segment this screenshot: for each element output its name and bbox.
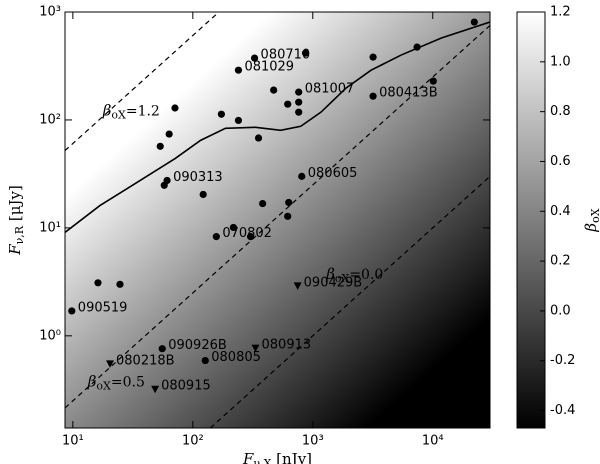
point-marker [295, 108, 303, 116]
point-label: 090429B [304, 275, 363, 290]
point-label: 080218B [116, 353, 175, 368]
point-marker [295, 98, 303, 106]
unit: [nJy] [271, 450, 312, 464]
point-marker [199, 190, 207, 199]
point-label: 080710 [261, 48, 311, 63]
point-marker [217, 110, 225, 118]
point-marker [284, 100, 292, 108]
colorbar-tick-label: 0.8 [550, 104, 571, 119]
point-marker [158, 345, 166, 353]
point-marker [250, 54, 259, 62]
point-marker [68, 307, 76, 315]
symbol: F [242, 450, 254, 464]
colorbar [516, 11, 546, 429]
point-marker [234, 116, 243, 125]
point-marker [285, 198, 293, 207]
point-marker [270, 86, 278, 94]
point-marker [284, 212, 292, 220]
colorbar-tick-label: 0.2 [550, 254, 571, 269]
unit: [μJy] [6, 185, 24, 226]
reference-label: βoX=0.5 [87, 372, 145, 392]
y-tick-label: 10² [39, 112, 61, 127]
symbol: β [325, 265, 335, 283]
model-curve [65, 21, 490, 234]
x-axis-label: Fν,X [nJy] [242, 450, 312, 464]
y-axis-label: Fν,R [μJy] [6, 185, 26, 256]
point-marker [295, 88, 303, 96]
plot-area [65, 12, 490, 428]
colorbar-tick-label: 1.0 [550, 54, 571, 69]
point-label: 080915 [161, 379, 211, 394]
subscript: oX [96, 379, 111, 392]
colorbar-tick-label: 0.4 [550, 204, 571, 219]
point-marker [254, 134, 263, 142]
point-label: 070802 [222, 226, 272, 241]
plot-frame [64, 11, 491, 429]
point-marker [369, 53, 377, 61]
point-marker [413, 43, 421, 51]
subscript: oX [335, 272, 350, 285]
point-marker [160, 181, 168, 189]
colorbar-tick-label: 1.2 [550, 5, 571, 20]
point-marker [246, 233, 255, 241]
x-tick-label: 10¹ [62, 434, 84, 449]
upper-limit-marker [251, 344, 260, 353]
text: =0.0 [349, 267, 383, 283]
colorbar-tick-label: -0.2 [550, 353, 575, 368]
point-marker [301, 49, 310, 57]
symbol: β [87, 372, 97, 390]
symbol: β [582, 223, 600, 233]
subscript: oX [111, 109, 126, 122]
upper-limit-marker [106, 360, 115, 368]
plot-background [65, 12, 490, 428]
y-tick-label: 10¹ [39, 220, 61, 235]
point-label: 090926B [168, 338, 227, 353]
point-label: 081007 [305, 82, 355, 97]
upper-limit-marker [293, 282, 302, 290]
point-marker [369, 92, 377, 100]
x-tick-label: 10⁴ [422, 434, 444, 449]
x-tick-label: 10² [182, 434, 204, 449]
point-marker [94, 279, 102, 287]
reference-line [65, 12, 220, 152]
colorbar-tick-label: -0.4 [550, 403, 575, 418]
x-tick-label: 10³ [302, 434, 324, 449]
point-marker [156, 142, 164, 150]
symbol: β [102, 102, 112, 120]
point-label: 080413B [379, 86, 438, 101]
point-marker [259, 199, 267, 208]
point-marker [234, 66, 243, 74]
text: =0.5 [111, 374, 145, 390]
point-label: 090519 [78, 300, 128, 315]
colorbar-label: βoX [582, 208, 600, 232]
point-marker [165, 130, 173, 138]
subscript: oX [589, 208, 600, 223]
point-marker [229, 223, 238, 232]
point-label: 080605 [308, 166, 358, 181]
point-marker [171, 104, 179, 112]
colorbar-tick-label: 0.0 [550, 303, 571, 318]
colorbar-tick-label: 0.6 [550, 154, 571, 169]
point-marker [298, 172, 306, 180]
point-marker [212, 233, 220, 241]
point-label: 080913 [262, 338, 312, 353]
subscript: ν,X [253, 457, 271, 464]
point-label: 090313 [173, 170, 223, 185]
point-label: 080805 [211, 350, 261, 365]
point-label: 081029 [244, 60, 294, 75]
text: =1.2 [126, 104, 160, 120]
reference-label: βoX=1.2 [102, 102, 160, 122]
point-marker [116, 280, 124, 288]
symbol: F [6, 244, 24, 256]
point-marker [429, 77, 437, 85]
y-tick-label: 10⁰ [39, 328, 61, 343]
reference-label: βoX=0.0 [325, 265, 383, 285]
y-tick-label: 10³ [39, 5, 61, 20]
subscript: ν,R [13, 225, 26, 244]
point-marker [470, 18, 478, 26]
upper-limit-marker [151, 385, 160, 394]
point-marker [201, 356, 209, 365]
